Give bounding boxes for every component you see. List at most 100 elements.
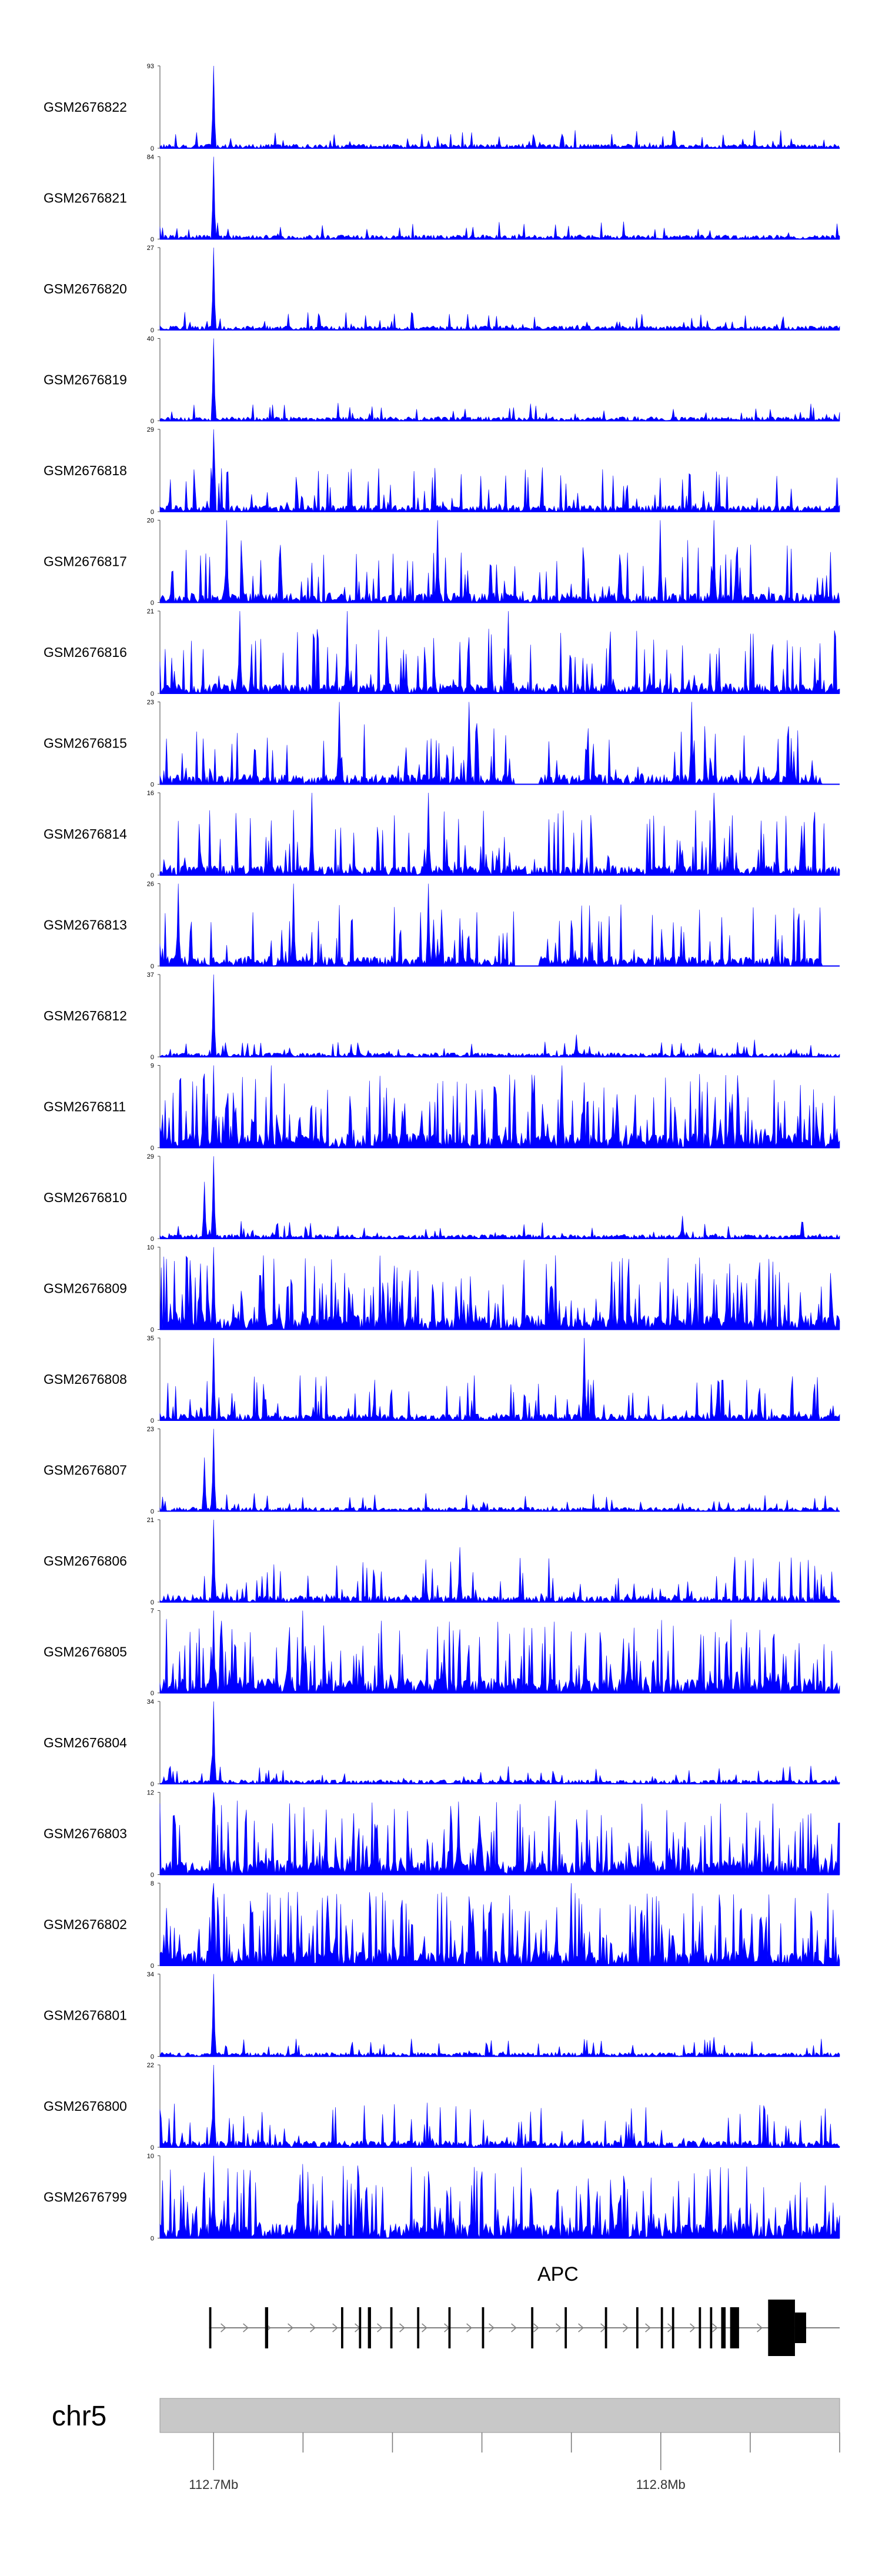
track-GSM2676808: GSM2676808 35 0 <box>44 1335 840 1424</box>
track-label: GSM2676805 <box>44 1644 127 1660</box>
track-label: GSM2676806 <box>44 1553 127 1569</box>
track-signal-area <box>159 1247 840 1330</box>
track-ymin-label: 0 <box>151 2054 154 2061</box>
gene-exon <box>368 2307 371 2348</box>
track-signal-area <box>159 65 840 149</box>
strand-chevron <box>533 2323 539 2333</box>
track-ymin-label: 0 <box>151 963 154 970</box>
strand-chevron <box>332 2323 338 2333</box>
strand-chevron <box>489 2323 495 2333</box>
track-ymax-label: 23 <box>147 699 154 706</box>
track-ymin-label: 0 <box>151 1599 154 1606</box>
track-GSM2676810: GSM2676810 29 0 <box>44 1153 840 1243</box>
strand-chevron <box>556 2323 562 2333</box>
gene-exon <box>636 2307 639 2348</box>
gene-exon <box>671 2307 674 2348</box>
track-label: GSM2676816 <box>44 645 127 660</box>
track-GSM2676800: GSM2676800 22 0 <box>44 2062 840 2151</box>
track-ymin-label: 0 <box>151 600 154 607</box>
track-GSM2676809: GSM2676809 10 0 <box>44 1244 840 1334</box>
track-ymin-label: 0 <box>151 1054 154 1061</box>
track-ymin-label: 0 <box>151 236 154 243</box>
track-signal-area <box>159 974 840 1057</box>
track-ymin-label: 0 <box>151 1690 154 1697</box>
track-ymax-label: 9 <box>151 1063 154 1070</box>
track-ymin-label: 0 <box>151 782 154 789</box>
track-signal-area <box>159 1337 840 1422</box>
track-ymin-label: 0 <box>151 418 154 425</box>
track-label: GSM2676810 <box>44 1190 127 1205</box>
track-ymin-label: 0 <box>151 872 154 879</box>
track-ymin-label: 0 <box>151 1872 154 1879</box>
track-ymin-label: 0 <box>151 1327 154 1334</box>
gene-exon <box>359 2307 362 2348</box>
track-label: GSM2676801 <box>44 2008 127 2023</box>
track-signal-area <box>159 1610 840 1694</box>
track-GSM2676806: GSM2676806 21 0 <box>44 1517 840 1606</box>
chromosome-label: chr5 <box>52 2401 106 2432</box>
track-label: GSM2676817 <box>44 554 127 569</box>
track-signal-area <box>159 2155 840 2238</box>
track-ymax-label: 35 <box>147 1335 154 1342</box>
track-ymin-label: 0 <box>151 1781 154 1788</box>
gene-exon <box>448 2307 451 2348</box>
track-signal-area <box>159 883 840 967</box>
track-GSM2676815: GSM2676815 23 0 <box>44 699 840 789</box>
track-label: GSM2676809 <box>44 1281 127 1296</box>
track-ymax-label: 10 <box>147 1244 154 1252</box>
track-label: GSM2676799 <box>44 2190 127 2205</box>
track-ymin-label: 0 <box>151 1963 154 1970</box>
track-label: GSM2676821 <box>44 191 127 206</box>
track-ymax-label: 8 <box>151 1880 154 1887</box>
strand-chevron <box>466 2323 472 2333</box>
track-signal-area <box>159 1792 840 1875</box>
strand-chevron <box>377 2323 383 2333</box>
track-signal-area <box>159 702 840 785</box>
track-ymax-label: 7 <box>151 1608 154 1615</box>
gene-exon <box>710 2307 713 2348</box>
track-GSM2676812: GSM2676812 37 0 <box>44 972 840 1061</box>
strand-chevron <box>288 2323 293 2333</box>
gene-exon <box>341 2307 343 2348</box>
track-ymin-label: 0 <box>151 1509 154 1516</box>
track-signal-area <box>159 156 840 240</box>
track-ymax-label: 22 <box>147 2062 154 2069</box>
track-ymax-label: 34 <box>147 1699 154 1706</box>
track-GSM2676820: GSM2676820 27 0 <box>44 245 840 334</box>
gene-exon <box>660 2307 663 2348</box>
gene-exon <box>768 2300 795 2356</box>
track-GSM2676799: GSM2676799 10 0 <box>44 2153 840 2243</box>
strand-chevron <box>310 2323 316 2333</box>
track-GSM2676805: GSM2676805 7 0 <box>44 1608 840 1697</box>
track-GSM2676804: GSM2676804 34 0 <box>44 1699 840 1788</box>
coordinate-axis: 112.7Mb 112.8Mb <box>189 2432 840 2492</box>
gene-exon <box>482 2307 485 2348</box>
track-ymax-label: 84 <box>147 154 154 161</box>
track-GSM2676817: GSM2676817 20 0 <box>44 518 840 607</box>
strand-chevron <box>645 2323 651 2333</box>
track-label: GSM2676808 <box>44 1372 127 1387</box>
gene-exon <box>699 2307 701 2348</box>
track-signal-area <box>159 1519 840 1603</box>
track-label: GSM2676804 <box>44 1735 127 1750</box>
track-signal-area <box>159 2064 840 2148</box>
track-ymin-label: 0 <box>151 327 154 334</box>
gene-exon <box>531 2307 534 2348</box>
track-GSM2676816: GSM2676816 21 0 <box>44 608 840 698</box>
track-GSM2676801: GSM2676801 34 0 <box>44 1971 840 2061</box>
strand-chevron <box>623 2323 629 2333</box>
strand-chevron <box>712 2323 718 2333</box>
track-signal-area <box>159 1065 840 1149</box>
track-signal-area <box>159 1883 840 1966</box>
track-ymin-label: 0 <box>151 145 154 152</box>
track-GSM2676803: GSM2676803 12 0 <box>44 1790 840 1879</box>
track-signal-area <box>159 1701 840 1784</box>
track-ymax-label: 12 <box>147 1790 154 1797</box>
track-label: GSM2676807 <box>44 1463 127 1478</box>
track-GSM2676807: GSM2676807 23 0 <box>44 1426 840 1516</box>
track-label: GSM2676822 <box>44 99 127 115</box>
track-ymin-label: 0 <box>151 2235 154 2243</box>
track-GSM2676811: GSM2676811 9 0 <box>44 1063 840 1152</box>
track-label: GSM2676815 <box>44 736 127 751</box>
